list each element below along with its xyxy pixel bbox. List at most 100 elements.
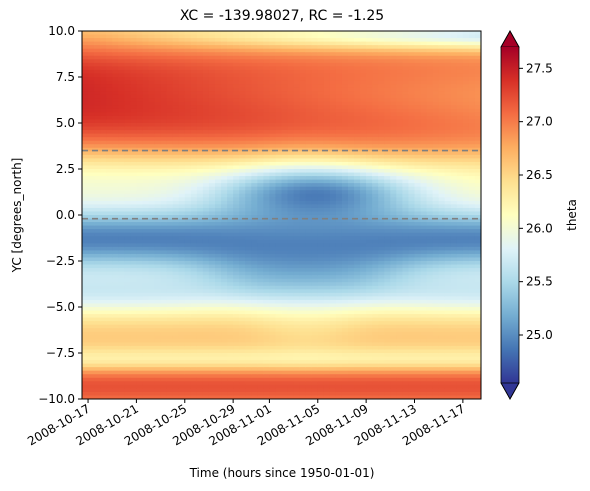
heatmap-area xyxy=(82,31,481,399)
heatmap-cell xyxy=(106,133,113,138)
heatmap-cell xyxy=(227,303,234,308)
heatmap-cell xyxy=(221,126,228,131)
heatmap-cell xyxy=(341,144,349,149)
heatmap-cell xyxy=(263,377,271,382)
heatmap-cell xyxy=(82,250,89,255)
heatmap-cell xyxy=(215,101,222,106)
heatmap-cell xyxy=(106,264,113,269)
heatmap-cell xyxy=(166,193,174,198)
heatmap-cell xyxy=(263,338,271,343)
heatmap-cell xyxy=(215,246,222,251)
heatmap-cell xyxy=(94,108,101,113)
heatmap-cell xyxy=(178,282,186,287)
heatmap-cell xyxy=(299,335,307,340)
heatmap-cell xyxy=(245,105,252,110)
heatmap-cell xyxy=(178,151,186,156)
heatmap-cell xyxy=(160,31,168,36)
heatmap-cell xyxy=(106,381,113,386)
heatmap-cell xyxy=(215,271,222,276)
heatmap-cell xyxy=(360,374,367,379)
heatmap-cell xyxy=(329,317,337,322)
heatmap-cell xyxy=(360,186,367,191)
heatmap-cell xyxy=(124,73,131,78)
heatmap-cell xyxy=(172,179,180,184)
heatmap-cell xyxy=(360,144,367,149)
heatmap-cell xyxy=(329,246,337,251)
heatmap-cell xyxy=(366,296,373,301)
heatmap-cell xyxy=(160,186,168,191)
heatmap-cell xyxy=(208,232,216,237)
heatmap-cell xyxy=(148,285,156,290)
heatmap-cell xyxy=(82,126,89,131)
heatmap-cell xyxy=(293,335,301,340)
heatmap-cell xyxy=(275,126,283,131)
heatmap-cell xyxy=(172,161,180,167)
heatmap-cell xyxy=(178,229,186,234)
heatmap-cell xyxy=(136,384,144,389)
heatmap-cell xyxy=(227,391,234,397)
heatmap-cell xyxy=(287,229,295,234)
heatmap-cell xyxy=(196,232,204,237)
heatmap-cell xyxy=(106,324,113,329)
heatmap-cell xyxy=(360,161,367,167)
heatmap-cell xyxy=(317,250,325,255)
heatmap-cell xyxy=(299,204,307,209)
heatmap-cell xyxy=(366,388,373,393)
heatmap-cell xyxy=(227,225,234,230)
heatmap-cell xyxy=(299,314,307,319)
heatmap-cell xyxy=(360,169,367,174)
heatmap-cell xyxy=(148,140,156,145)
heatmap-cell xyxy=(130,108,138,113)
heatmap-cell xyxy=(82,264,89,269)
heatmap-cell xyxy=(124,353,131,358)
heatmap-cell xyxy=(311,278,319,283)
heatmap-cell xyxy=(160,317,168,322)
heatmap-cell xyxy=(148,257,156,262)
heatmap-cell xyxy=(227,395,234,399)
heatmap-cell xyxy=(360,307,367,312)
heatmap-cell xyxy=(215,165,222,170)
heatmap-cell xyxy=(239,123,246,128)
heatmap-cell xyxy=(317,271,325,276)
heatmap-cell xyxy=(335,161,343,167)
heatmap-cell xyxy=(130,119,138,124)
heatmap-cell xyxy=(251,381,258,386)
heatmap-cell xyxy=(208,91,216,96)
heatmap-cell xyxy=(287,133,295,138)
heatmap-cell xyxy=(354,204,361,209)
heatmap-cell xyxy=(190,289,198,294)
heatmap-cell xyxy=(317,87,325,92)
heatmap-cell xyxy=(366,123,373,128)
heatmap-cell xyxy=(100,328,107,333)
heatmap-cell xyxy=(118,338,125,343)
heatmap-cell xyxy=(166,69,174,75)
heatmap-cell xyxy=(166,144,174,149)
heatmap-cell xyxy=(341,232,349,237)
heatmap-cell xyxy=(221,193,228,198)
heatmap-cell xyxy=(178,133,186,138)
heatmap-cell xyxy=(154,169,162,174)
heatmap-cell xyxy=(112,84,119,89)
heatmap-cell xyxy=(196,66,204,71)
heatmap-cell xyxy=(130,197,138,202)
heatmap-cell xyxy=(275,215,283,220)
heatmap-cell xyxy=(239,98,246,103)
heatmap-cell xyxy=(305,353,313,358)
heatmap-cell xyxy=(257,137,264,142)
heatmap-cell xyxy=(233,317,240,322)
heatmap-cell xyxy=(263,62,271,67)
heatmap-cell xyxy=(348,328,355,333)
heatmap-cell xyxy=(106,80,113,85)
heatmap-cell xyxy=(190,207,198,213)
heatmap-cell xyxy=(221,391,228,397)
heatmap-cell xyxy=(287,112,295,117)
heatmap-cell xyxy=(305,151,313,156)
heatmap-cell xyxy=(305,169,313,174)
heatmap-cell xyxy=(154,250,162,255)
heatmap-cell xyxy=(172,108,180,113)
heatmap-cell xyxy=(221,183,228,188)
heatmap-cell xyxy=(275,243,283,248)
heatmap-cell xyxy=(263,264,271,269)
heatmap-cell xyxy=(221,66,228,71)
heatmap-cell xyxy=(311,108,319,113)
